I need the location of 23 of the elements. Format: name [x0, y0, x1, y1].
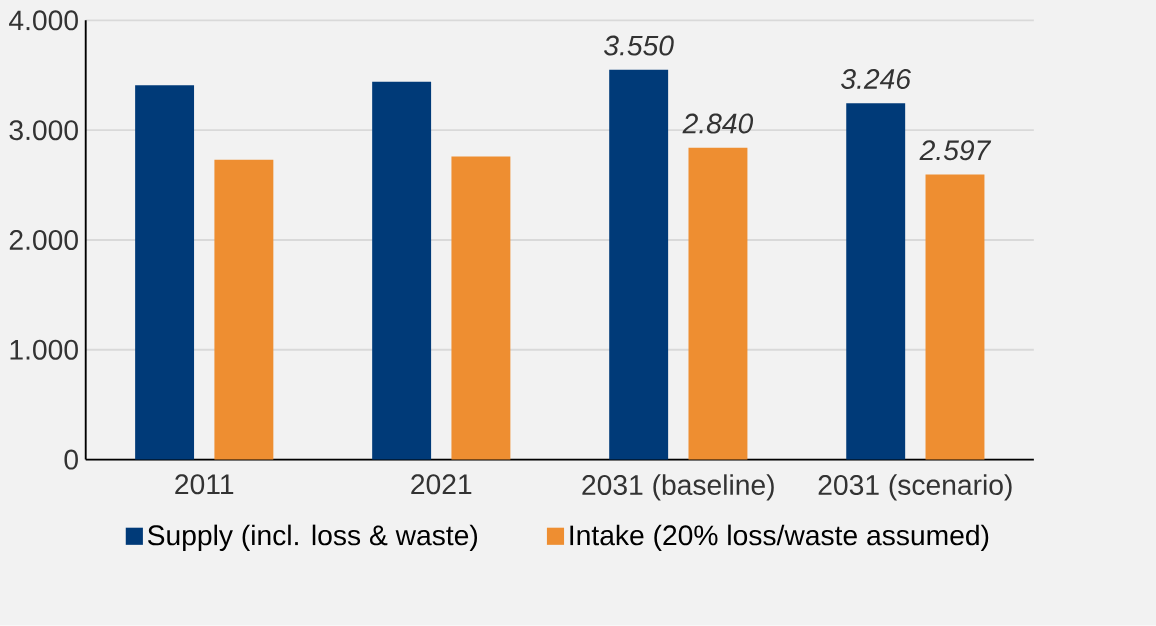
x-tick-label: 2011 [175, 474, 234, 495]
bar [688, 147, 748, 460]
data-label: 2.597 [919, 140, 992, 161]
legend-label: Intake (20% loss/waste assumed) [570, 524, 989, 552]
y-tick-label: 2.000 [9, 230, 78, 251]
bar [135, 85, 195, 460]
bar [214, 159, 274, 460]
x-tick-label: 2031 (baseline) [582, 474, 774, 501]
bar [609, 69, 669, 460]
data-label: 3.246 [841, 69, 912, 90]
x-tick-label: 2021 [411, 474, 472, 495]
data-label: 3.550 [603, 35, 674, 56]
y-tick-label: 3.000 [9, 120, 78, 141]
y-tick-label: 4.000 [9, 10, 78, 31]
bar [846, 103, 906, 460]
bar [451, 156, 511, 460]
bar [925, 174, 985, 460]
x-tick-label: 2031 (scenario) [818, 474, 1012, 501]
y-tick-label: 0 [64, 449, 78, 470]
bar [372, 82, 432, 460]
data-label: 2.840 [682, 113, 754, 134]
y-tick-label: 1.000 [10, 339, 78, 360]
legend-label: Supply (incl. loss & waste) [147, 524, 478, 552]
